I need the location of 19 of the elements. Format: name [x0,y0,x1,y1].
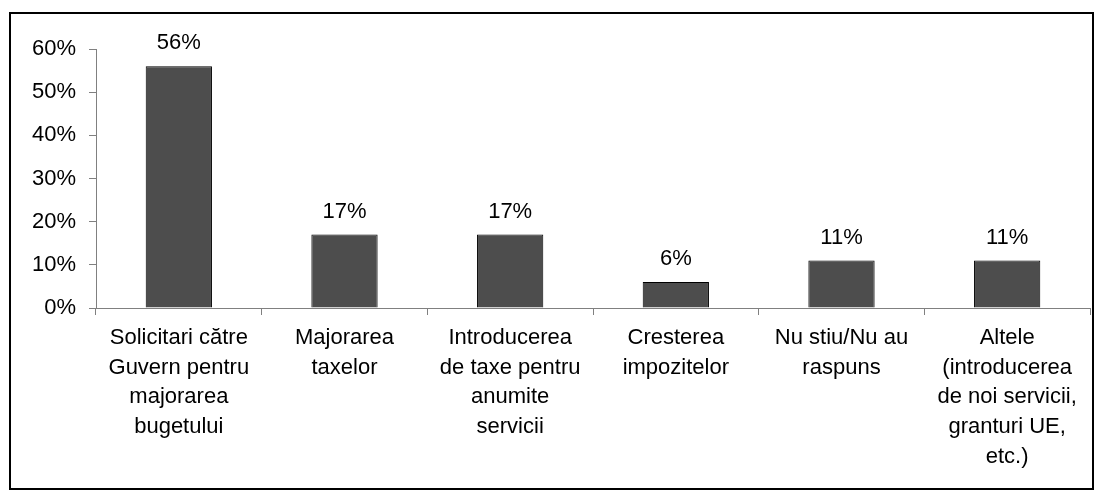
x-tick-label: Introducerea de taxe pentru anumite servicii [439,323,581,439]
x-tick-label: Solicitari către Guvern pentru majorarea bugetului [108,323,250,439]
y-tick-label: 50% [31,78,76,104]
data-label: 6% [659,245,692,271]
x-tick-label: Altele (introducerea de noi servicii, granturi UE, etc.) [937,323,1077,468]
y-tick-label: 60% [31,35,76,61]
y-tick-label: 30% [31,164,76,190]
y-tick-label: 40% [31,121,76,147]
x-tick-label: Majorarea taxelor [294,323,395,379]
y-tick-label: 0% [44,294,76,320]
data-label: 11% [985,223,1029,249]
y-tick-label: 20% [31,207,76,233]
data-label: 56% [156,29,201,55]
data-label: 17% [322,197,367,223]
x-tick-label: Cresterea impozitelor [622,323,730,379]
data-label: 11% [820,223,863,249]
y-tick-label: 10% [31,250,76,276]
x-tick-label: Nu stiu/Nu au raspuns [774,323,909,379]
data-label: 17% [488,197,533,223]
